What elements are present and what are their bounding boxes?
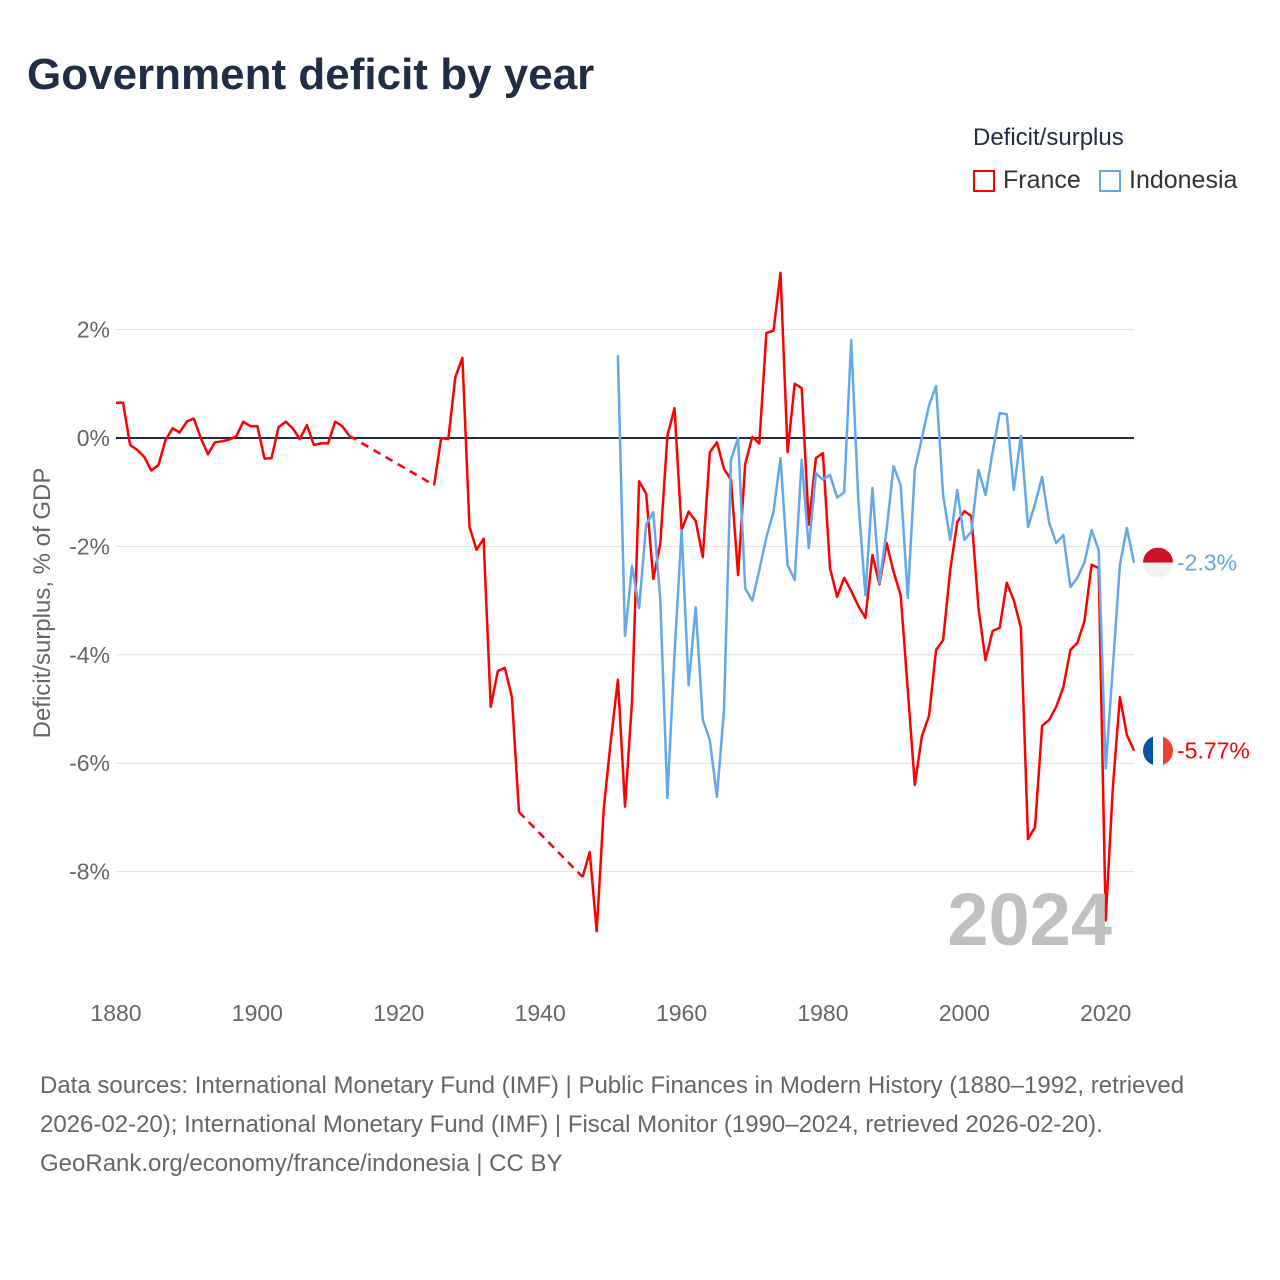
france-flag-icon xyxy=(1143,735,1173,766)
x-tick-label: 2020 xyxy=(1080,1000,1131,1026)
series-line-indonesia xyxy=(616,338,1136,800)
legend-item-indonesia[interactable]: Indonesia xyxy=(1099,166,1237,195)
x-tick-label: 1880 xyxy=(90,1000,141,1026)
y-axis-label: Deficit/surplus, % of GDP xyxy=(29,468,56,739)
y-tick-label: 0% xyxy=(77,425,110,451)
legend-swatch-indonesia xyxy=(1099,169,1121,192)
x-tick-label: 1960 xyxy=(656,1000,707,1026)
gap-connector-france xyxy=(518,811,584,878)
chart-title: Government deficit by year xyxy=(27,50,595,99)
credit-link[interactable]: GeoRank.org/economy/france/indonesia | C… xyxy=(40,1150,563,1177)
end-label-france: -5.77% xyxy=(1177,738,1250,764)
y-tick-label: -2% xyxy=(69,533,110,559)
legend-label-france: France xyxy=(1003,166,1081,194)
x-tick-label: 2000 xyxy=(939,1000,990,1026)
legend-title: Deficit/surplus xyxy=(973,124,1124,151)
x-tick-label: 1920 xyxy=(373,1000,424,1026)
legend-item-france[interactable]: France xyxy=(973,166,1081,195)
gap-connector-france xyxy=(348,434,435,487)
legend-swatch-france xyxy=(973,169,995,192)
y-tick-label: 2% xyxy=(77,317,110,343)
y-tick-label: -8% xyxy=(69,859,110,885)
x-tick-label: 1900 xyxy=(232,1000,283,1026)
flag-red-band xyxy=(1143,547,1173,563)
flag-white-band xyxy=(1143,562,1173,578)
legend-label-indonesia: Indonesia xyxy=(1129,166,1238,194)
y-tick-label: -4% xyxy=(69,642,110,668)
flag-red-band xyxy=(1163,735,1173,766)
y-tick-label: -6% xyxy=(69,750,110,776)
flag-blue-band xyxy=(1143,735,1153,766)
data-sources: Data sources: International Monetary Fun… xyxy=(40,1072,1185,1138)
footer: Data sources: International Monetary Fun… xyxy=(40,1066,1240,1183)
x-tick-label: 1940 xyxy=(515,1000,566,1026)
series-line-france xyxy=(116,271,1136,933)
current-year-label: 2024 xyxy=(947,878,1112,961)
flag-white-band xyxy=(1153,735,1163,766)
end-label-indonesia: -2.3% xyxy=(1177,550,1237,576)
x-tick-label: 1980 xyxy=(797,1000,848,1026)
indonesia-flag-icon xyxy=(1143,547,1173,578)
